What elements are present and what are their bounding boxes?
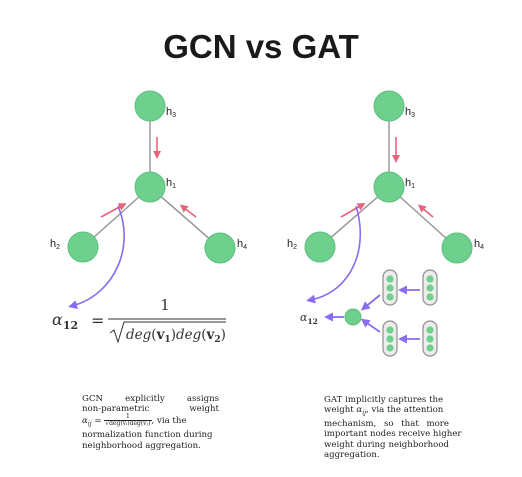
gat-attention-arrow-h2 [340, 203, 366, 218]
gcn-attention-arrow-h4 [179, 204, 197, 218]
gcn-graph: h3 h1 h2 h4 [50, 90, 247, 310]
gat-alpha-label: α12 [300, 311, 318, 326]
feature-dot [386, 326, 394, 334]
gcn-node-h2 [67, 231, 99, 263]
gat-node-h2 [304, 231, 336, 263]
gat-attention-arrow-h4 [417, 204, 434, 218]
gcn-alpha-curve-arrow [68, 205, 125, 310]
gcn-caption-line: neighborhood aggregation. [82, 440, 201, 451]
gcn-caption-line: αij = 1 √deg(vᵢ)deg(vⱼ), via the [82, 413, 187, 429]
attention-arrow-bottom [360, 318, 381, 333]
feature-dot [386, 344, 394, 352]
gcn-label-h3: h3 [166, 106, 176, 119]
feature-dot [426, 284, 434, 292]
gcn-node-h1 [134, 171, 166, 203]
gcn-label-h2: h2 [50, 238, 60, 251]
gat-caption-line: aggregation. [324, 449, 380, 460]
feature-dot [426, 293, 434, 301]
feature-dot [426, 275, 434, 283]
gcn-node-h3 [134, 90, 166, 122]
gat-caption: GAT implicitly captures the weight αij, … [324, 395, 462, 460]
feature-dot [426, 344, 434, 352]
gat-node-h3 [373, 90, 405, 122]
figure-title: GCN vs GAT [163, 28, 359, 65]
gcn-caption-line: GCN explicitly assigns [82, 394, 220, 404]
gcn-caption-line: normalization function during [82, 430, 213, 441]
gcn-node-h4 [204, 232, 236, 264]
formula-equals: = [91, 311, 104, 330]
gcn-label-h1: h1 [166, 177, 176, 190]
formula-lhs: α12 [52, 310, 78, 332]
gat-caption-line: weight during neighborhood [324, 439, 450, 450]
gat-node-h1 [373, 171, 405, 203]
attention-score-node [344, 308, 362, 326]
gat-caption-line: GAT implicitly captures the [324, 395, 444, 405]
gat-label-h2: h2 [287, 238, 297, 251]
gat-caption-line: mechanism, so that more [324, 419, 449, 430]
gat-caption-line: weight αij, via the attention [324, 405, 444, 417]
feature-dot [426, 326, 434, 334]
feature-dot [386, 293, 394, 301]
gcn-label-h4: h4 [237, 238, 247, 251]
gat-caption-line: important nodes receive higher [324, 429, 462, 440]
gat-graph: h3 h1 h2 h4 [287, 90, 484, 304]
gat-alpha-curve-arrow [306, 205, 362, 304]
gat-label-h4: h4 [474, 238, 484, 251]
formula-numerator: 1 [160, 296, 170, 314]
gcn-caption-line: non-parametric weight [82, 404, 219, 415]
formula-sqrt-sign [109, 321, 226, 344]
feature-dot [386, 284, 394, 292]
gcn-attention-arrow-h2 [100, 203, 127, 218]
gcn-caption: GCN explicitly assigns non-parametric we… [82, 394, 219, 451]
gcn-caption-fraction: 1 √deg(vᵢ)deg(vⱼ) [104, 413, 152, 428]
feature-dot [426, 335, 434, 343]
formula-denominator: deg(v1)deg(v2) [126, 327, 226, 345]
feature-dot [386, 335, 394, 343]
gat-label-h3: h3 [405, 106, 415, 119]
gat-attention-mechanism: α12 [300, 269, 438, 357]
feature-dot [386, 275, 394, 283]
gat-node-h4 [441, 232, 473, 264]
gcn-formula: α12 = 1 deg(v1)deg(v2) [52, 296, 226, 345]
gat-label-h1: h1 [405, 177, 415, 190]
attention-arrow-top [360, 294, 381, 311]
